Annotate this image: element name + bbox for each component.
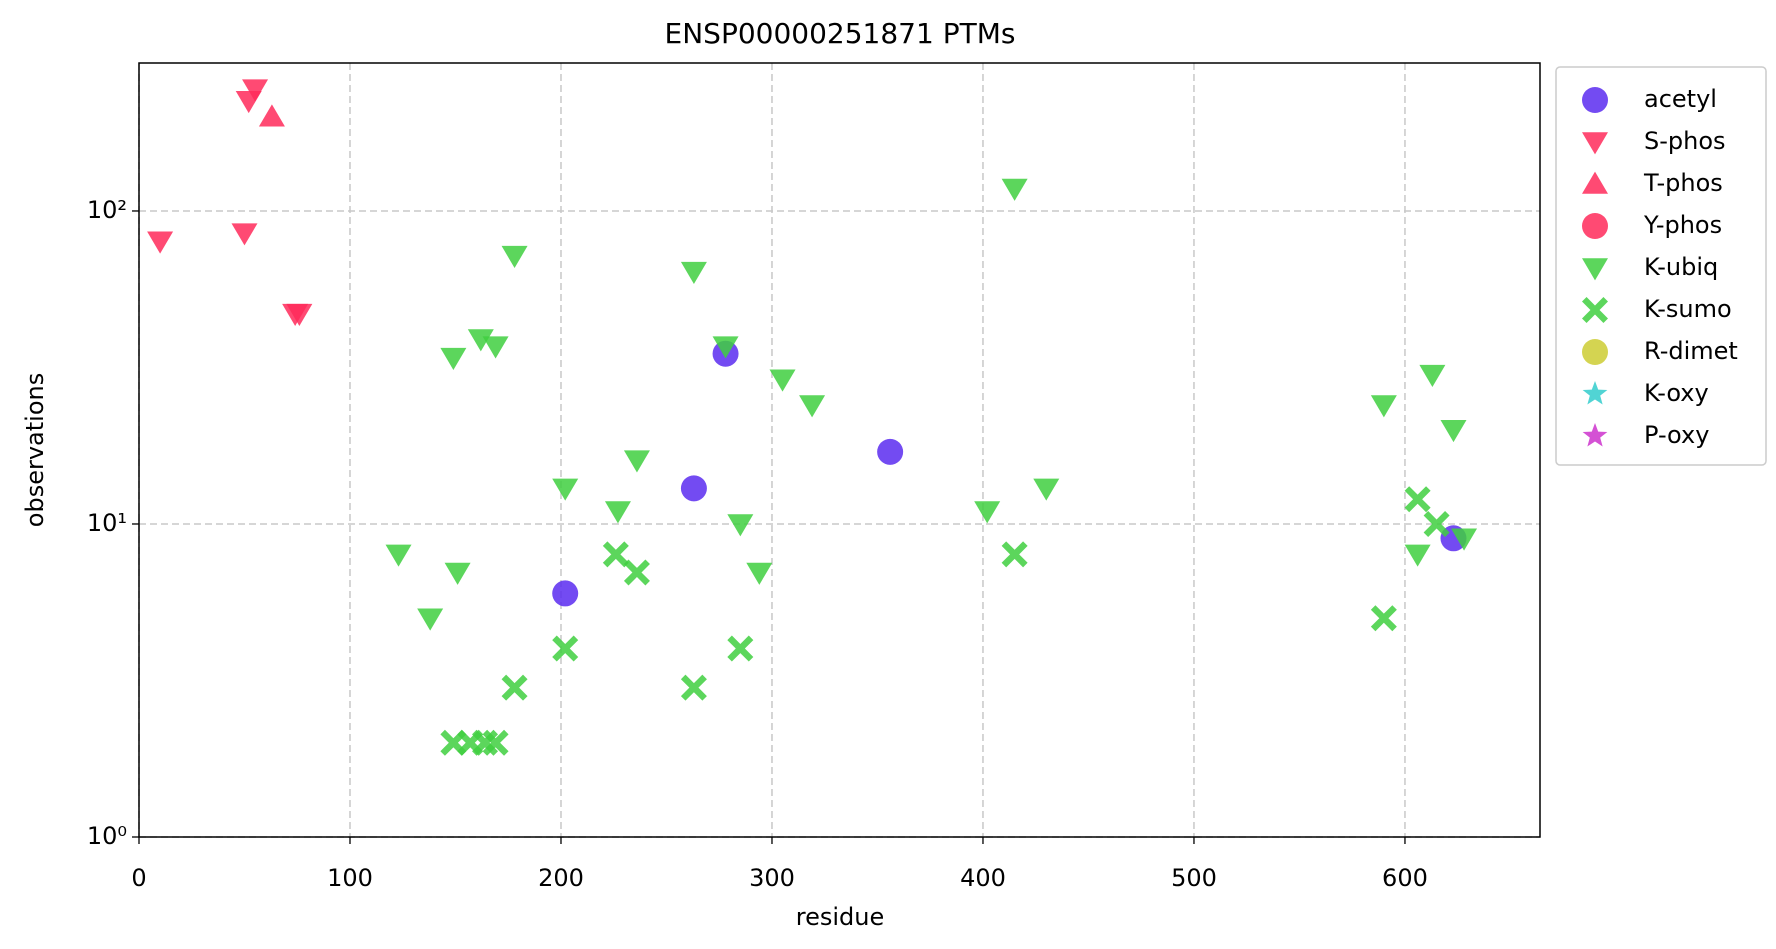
data-point <box>440 347 467 370</box>
data-point <box>769 369 796 392</box>
legend <box>1555 66 1767 466</box>
x-tick-label: 200 <box>538 864 584 892</box>
data-point <box>799 395 826 418</box>
x-tick-label: 600 <box>1382 864 1428 892</box>
data-point <box>680 674 707 701</box>
grid <box>138 63 1540 838</box>
legend-label: T-phos <box>1643 169 1723 197</box>
plot-area <box>147 79 1478 756</box>
y-tick-label: 10¹ <box>87 509 127 537</box>
y-axis-label: observations <box>21 373 49 527</box>
data-point <box>974 501 1001 524</box>
legend-marker <box>1582 258 1608 281</box>
x-tick-label: 500 <box>1171 864 1217 892</box>
data-point <box>286 303 313 326</box>
data-point <box>467 329 494 352</box>
x-tick-label: 300 <box>749 864 795 892</box>
legend-marker <box>1582 87 1608 113</box>
data-point <box>604 501 631 524</box>
legend-label: P-oxy <box>1644 421 1709 449</box>
legend-marker <box>1582 213 1608 239</box>
legend-marker <box>1582 423 1608 447</box>
data-point <box>1404 544 1431 567</box>
data-point <box>552 635 579 662</box>
data-point <box>501 245 528 268</box>
data-point <box>680 475 707 502</box>
legend-label: K-oxy <box>1644 379 1709 407</box>
data-point <box>746 562 773 585</box>
data-point <box>258 104 285 127</box>
data-point <box>417 608 444 631</box>
data-point <box>623 450 650 473</box>
legend-label: K-sumo <box>1644 295 1732 323</box>
legend-marker <box>1582 339 1608 365</box>
x-tick-label: 0 <box>131 864 146 892</box>
data-point <box>444 562 471 585</box>
data-point <box>1370 395 1397 418</box>
x-tick-label: 400 <box>960 864 1006 892</box>
data-point <box>242 79 269 102</box>
data-point <box>1001 178 1028 201</box>
legend-label: Y-phos <box>1643 211 1722 239</box>
data-point <box>727 514 754 537</box>
legend-marker <box>1582 297 1608 323</box>
legend-label: S-phos <box>1644 127 1726 155</box>
legend-label: K-ubiq <box>1644 253 1718 281</box>
data-point <box>1033 478 1060 501</box>
data-point <box>1423 510 1450 537</box>
data-point <box>712 336 739 359</box>
data-point <box>727 635 754 662</box>
x-axis-label: residue <box>796 903 885 931</box>
data-point <box>147 231 174 254</box>
y-tick-label: 10² <box>87 196 127 224</box>
chart-title: ENSP00000251871 PTMs <box>665 17 1016 50</box>
data-point <box>552 478 579 501</box>
data-point <box>1404 486 1431 513</box>
data-point <box>877 438 904 465</box>
data-point <box>623 559 650 586</box>
data-point <box>385 544 412 567</box>
data-point <box>552 580 579 607</box>
legend-label: R-dimet <box>1644 337 1738 365</box>
plot-frame <box>138 62 1541 838</box>
data-point <box>1451 528 1478 551</box>
data-point <box>482 729 509 756</box>
y-tick-label: 10⁰ <box>87 822 127 850</box>
legend-marker <box>1582 171 1608 194</box>
data-point <box>1001 541 1028 568</box>
x-tick-label: 100 <box>327 864 373 892</box>
data-point <box>1440 420 1467 443</box>
data-point <box>501 674 528 701</box>
data-point <box>1419 364 1446 387</box>
legend-marker <box>1582 132 1608 155</box>
data-point <box>602 541 629 568</box>
data-point <box>482 336 509 359</box>
legend-marker <box>1582 381 1608 405</box>
data-point <box>1370 605 1397 632</box>
data-point <box>231 223 258 246</box>
data-point <box>680 261 707 284</box>
legend-label: acetyl <box>1644 85 1717 113</box>
